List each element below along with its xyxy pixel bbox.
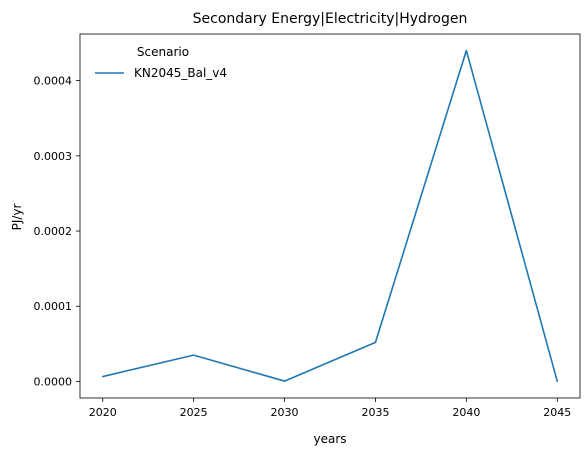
data-point <box>101 375 104 378</box>
y-tick-label: 0.0000 <box>34 375 73 388</box>
x-tick-label: 2040 <box>452 406 480 419</box>
legend-title: Scenario <box>137 45 189 59</box>
x-axis: 2020 2025 2030 2035 2040 2045 <box>89 398 571 419</box>
y-tick-label: 0.0002 <box>34 225 73 238</box>
x-tick-label: 2020 <box>89 406 117 419</box>
data-point <box>192 354 195 356</box>
x-tick-label: 2035 <box>361 406 389 419</box>
y-tick-label: 0.0001 <box>34 300 73 313</box>
plot-area <box>79 33 581 399</box>
x-tick-label: 2030 <box>271 406 299 419</box>
data-point <box>283 380 286 382</box>
data-point <box>374 341 377 344</box>
data-point <box>465 49 468 52</box>
y-axis-label: PJ/yr <box>10 204 24 231</box>
x-tick-label: 2045 <box>543 406 571 419</box>
x-tick-label: 2025 <box>180 406 208 419</box>
y-tick-label: 0.0003 <box>34 150 73 163</box>
legend: Scenario KN2045_Bal_v4 <box>95 45 227 80</box>
y-tick-label: 0.0004 <box>34 75 73 88</box>
series-line-0 <box>102 49 559 382</box>
y-axis: 0.0000 0.0001 0.0002 0.0003 0.0004 <box>34 75 80 388</box>
chart-title: Secondary Energy|Electricity|Hydrogen <box>193 11 468 27</box>
x-axis-label: years <box>313 432 346 446</box>
series-layer <box>101 49 559 383</box>
data-point <box>556 380 559 383</box>
legend-label-series-0: KN2045_Bal_v4 <box>134 66 227 80</box>
